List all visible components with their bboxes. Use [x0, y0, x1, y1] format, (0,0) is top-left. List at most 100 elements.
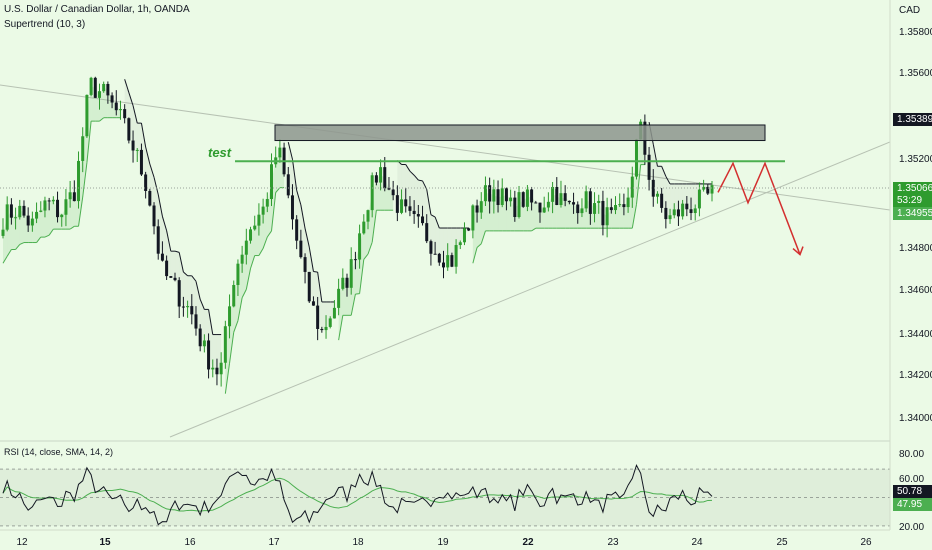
candle-body-down [408, 206, 412, 211]
supertrend-fill [342, 282, 348, 316]
candle-body-down [689, 209, 693, 214]
candle-body-up [118, 109, 122, 111]
time-tick: 24 [691, 537, 703, 548]
chart-background [0, 0, 890, 550]
candle-body-up [546, 201, 550, 208]
candle-body-down [131, 140, 135, 151]
candle-body-up [81, 136, 85, 161]
candle-body-down [106, 83, 110, 96]
candle-body-down [93, 77, 97, 98]
time-tick: 12 [16, 537, 28, 548]
candle-body-up [97, 91, 101, 98]
rsi-line [2, 463, 713, 526]
supertrend-down-segment [124, 79, 130, 93]
supertrend-fill [78, 148, 83, 227]
supertrend-up-segment [237, 297, 243, 321]
supertrend-fill [141, 123, 146, 183]
candle-body-up [324, 326, 328, 331]
supertrend-fill [216, 334, 222, 371]
supertrend-down-segment [426, 189, 432, 215]
projection-path[interactable] [717, 161, 801, 255]
candle-body-up [236, 263, 240, 285]
candle-body-up [223, 326, 227, 363]
supertrend-fill [498, 196, 503, 231]
candle-body-down [496, 189, 500, 206]
candle-body-up [483, 185, 487, 202]
candle-body-up [68, 192, 72, 200]
supertrend-fill [539, 207, 545, 229]
candle-body-down [345, 277, 349, 288]
candle-body-up [366, 210, 370, 222]
supertrend-down-segment [418, 179, 423, 182]
candle-body-down [144, 174, 148, 191]
supertrend-up-segment [338, 315, 344, 341]
candle-body-down [26, 215, 30, 226]
supertrend-fill [531, 195, 536, 231]
candle-body-up [614, 204, 618, 211]
candle-body-up [362, 221, 366, 234]
supertrend-fill [414, 175, 419, 216]
candle-body-up [228, 306, 232, 327]
candles-layer [1, 76, 714, 387]
time-tick: 26 [860, 537, 872, 548]
rsi-panel [0, 463, 890, 527]
candle-body-down [181, 306, 185, 308]
supertrend-up-segment [99, 117, 105, 122]
supertrend-fill [36, 211, 41, 243]
supertrend-down-segment [434, 216, 440, 229]
supertrend-down-segment [166, 230, 172, 252]
candle-body-down [290, 195, 294, 220]
supertrend-down-segment [132, 105, 138, 124]
supertrend-fill [611, 207, 616, 229]
time-tick: 16 [184, 537, 196, 548]
candle-body-down [475, 205, 479, 213]
candle-body-down [383, 167, 387, 189]
candle-body-up [358, 233, 362, 260]
supertrend-up-segment [44, 234, 50, 238]
candle-body-down [173, 277, 177, 281]
supertrend-fill [149, 163, 155, 216]
rsi-tick: 80.00 [899, 449, 925, 460]
candle-body-up [1, 229, 5, 236]
supertrend-up-segment [82, 162, 88, 198]
price-tick: 1.34200 [899, 370, 932, 381]
candle-body-up [681, 203, 685, 217]
candle-body-down [425, 223, 429, 242]
supertrend-fill [187, 275, 192, 311]
supertrend-fill [565, 197, 570, 229]
time-tick: 23 [607, 537, 619, 548]
candle-body-down [299, 240, 303, 258]
candle-body-up [559, 193, 563, 205]
supertrend-fill [233, 274, 238, 333]
candle-body-up [244, 240, 248, 255]
supertrend-fill [154, 177, 159, 240]
supertrend-fill [418, 180, 423, 220]
candle-body-down [165, 260, 169, 277]
candle-body-down [433, 253, 437, 255]
resistance-zone[interactable] [274, 124, 766, 142]
candle-body-up [542, 207, 546, 213]
candle-body-down [563, 193, 567, 201]
price-tick: 1.34000 [899, 413, 932, 424]
candle-body-up [672, 209, 676, 216]
candle-body-up [597, 200, 601, 204]
candle-body-down [530, 189, 534, 203]
supertrend-fill [212, 334, 217, 371]
supertrend-down-segment [665, 176, 671, 185]
candle-body-up [249, 229, 253, 241]
supertrend-fill [225, 316, 230, 394]
trendlines [0, 84, 891, 438]
supertrend-fill [70, 195, 75, 230]
supertrend-down-segment [405, 164, 411, 172]
candle-body-up [39, 210, 43, 212]
time-tick: 17 [268, 537, 280, 548]
candle-body-down [534, 202, 538, 204]
supertrend-fill [447, 228, 452, 262]
supertrend-down-segment [178, 252, 184, 273]
candle-body-down [9, 204, 13, 218]
candle-body-up [5, 204, 9, 230]
candle-body-up [328, 318, 332, 327]
candle-body-up [43, 200, 47, 211]
candle-body-up [580, 208, 584, 214]
